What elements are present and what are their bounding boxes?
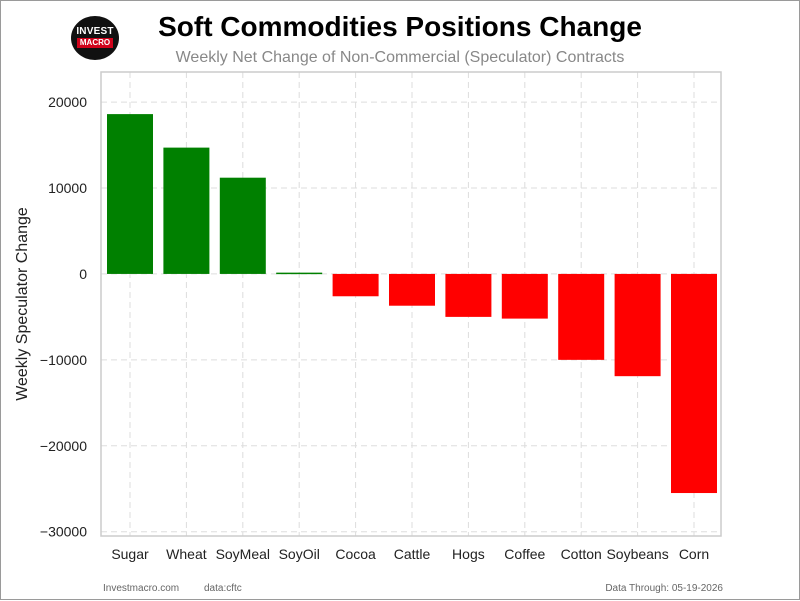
bars — [107, 114, 717, 494]
bar-wheat — [163, 147, 210, 274]
bar-cotton — [558, 273, 605, 360]
x-tick-label: Cattle — [394, 546, 431, 562]
footer-source: data:cftc — [204, 583, 242, 594]
x-tick-label: Soybeans — [606, 546, 668, 562]
bar-corn — [671, 273, 717, 494]
investmacro-logo: INVEST MACRO — [71, 16, 119, 60]
x-tick-label: Wheat — [166, 546, 207, 562]
logo-text-top: INVEST — [76, 26, 114, 37]
x-tick-label: Sugar — [111, 546, 149, 562]
bar-cattle — [389, 273, 435, 306]
x-tick-label: Cocoa — [335, 546, 376, 562]
footer-data-through: Data Through: 05-19-2026 — [605, 583, 723, 594]
bar-hogs — [445, 273, 492, 317]
chart-title: Soft Commodities Positions Change — [158, 11, 642, 42]
x-tick-label: SoyOil — [279, 546, 320, 562]
plot-area-border — [100, 71, 722, 537]
x-tick-label: Coffee — [504, 546, 545, 562]
y-axis-ticks: 20000 10000 0 −10000 −20000 −30000 — [40, 94, 87, 540]
y-tick-label: −10000 — [40, 352, 87, 368]
bar-coffee — [501, 273, 548, 319]
x-tick-label: Hogs — [452, 546, 485, 562]
y-tick-label: 20000 — [48, 94, 87, 110]
y-tick-label: −20000 — [40, 438, 87, 454]
x-tick-label: Corn — [679, 546, 709, 562]
logo-text-bottom: MACRO — [77, 38, 113, 48]
bar-soybeans — [614, 273, 661, 377]
x-tick-label: Cotton — [561, 546, 602, 562]
footer-site: Investmacro.com — [103, 583, 180, 594]
y-tick-label: 0 — [79, 266, 87, 282]
bar-cocoa — [332, 273, 379, 297]
y-tick-label: 10000 — [48, 180, 87, 196]
y-axis-label: Weekly Speculator Change — [14, 207, 31, 401]
bar-soymeal — [219, 177, 266, 274]
x-tick-label: SoyMeal — [216, 546, 270, 562]
bar-soyoil — [276, 272, 323, 275]
chart-subtitle: Weekly Net Change of Non-Commercial (Spe… — [175, 49, 625, 66]
bar-sugar — [107, 114, 153, 274]
x-axis-ticks: Sugar Wheat SoyMeal SoyOil Cocoa Cattle Hogs Co… — [111, 546, 709, 562]
y-tick-label: −30000 — [40, 524, 87, 540]
